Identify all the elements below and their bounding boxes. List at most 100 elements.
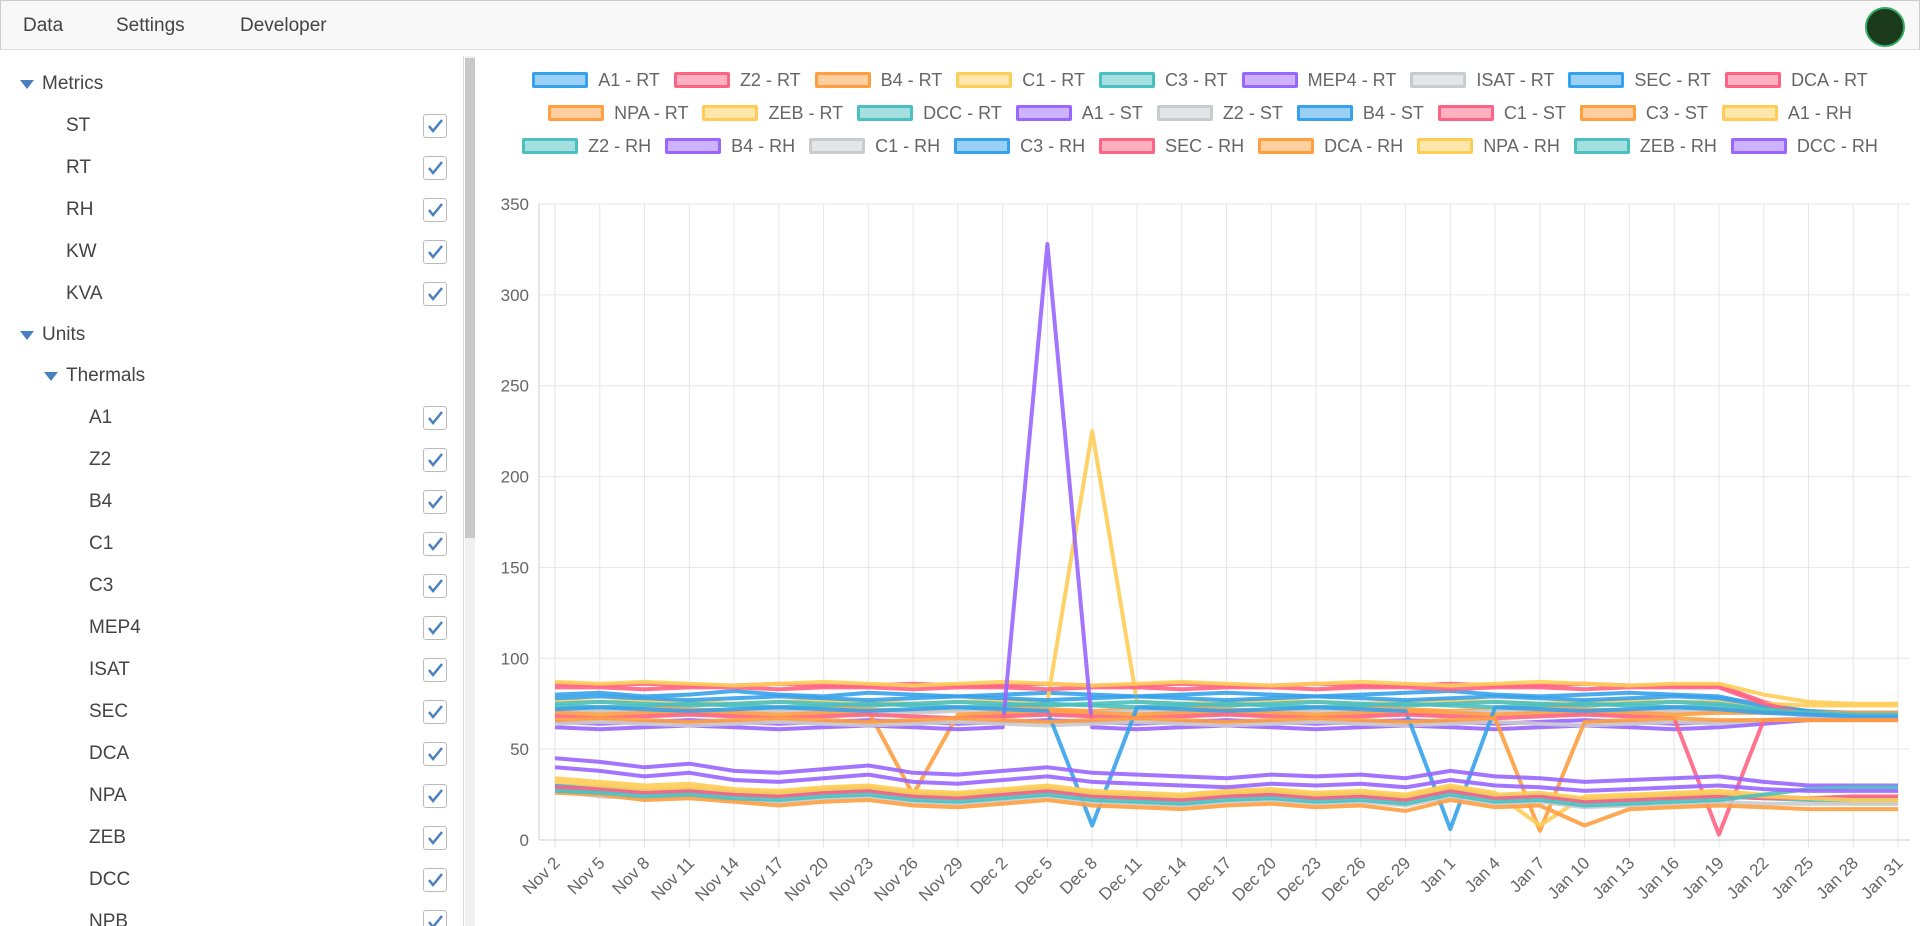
checkmark — [428, 203, 443, 217]
x-tick-label: Jan 16 — [1633, 853, 1683, 903]
checkbox[interactable] — [423, 574, 447, 598]
checkbox[interactable] — [423, 658, 447, 682]
tree-item[interactable]: RT — [66, 157, 91, 178]
legend-item[interactable]: DCC - RH — [1730, 134, 1878, 158]
tree-item[interactable]: B4 — [89, 491, 113, 512]
legend-swatch — [1156, 105, 1213, 121]
legend-label: C1 - RH — [875, 135, 941, 156]
legend-item[interactable]: C1 - RH — [809, 134, 940, 158]
menu-item[interactable]: Data — [23, 15, 64, 36]
checkbox[interactable] — [423, 448, 447, 472]
checkbox[interactable] — [423, 240, 447, 264]
menu-item[interactable]: Settings — [116, 15, 185, 36]
checkbox[interactable] — [423, 532, 447, 556]
x-tick-label: Jan 4 — [1461, 853, 1504, 896]
legend-item[interactable]: Z2 - RT — [673, 68, 801, 92]
checkbox[interactable] — [423, 114, 447, 138]
tree-item[interactable]: ISAT — [89, 659, 130, 680]
legend-item[interactable]: C3 - RH — [954, 134, 1085, 158]
legend-item[interactable]: B4 - RH — [665, 134, 795, 158]
checkbox[interactable] — [423, 156, 447, 180]
legend-item[interactable]: MEP4 - RT — [1241, 68, 1396, 92]
legend-item[interactable]: C1 - ST — [1437, 101, 1566, 125]
x-tick-label: Jan 31 — [1857, 853, 1907, 903]
checkmark — [428, 747, 443, 761]
checkbox[interactable] — [423, 198, 447, 222]
legend-item[interactable]: A1 - RH — [1721, 101, 1852, 125]
tree-item[interactable]: DCC — [89, 869, 131, 890]
series-line — [554, 705, 1898, 832]
series-line — [554, 694, 1898, 715]
tree-item[interactable]: NPA — [89, 785, 127, 806]
legend-item[interactable]: SEC - RT — [1568, 68, 1711, 92]
checkmark — [428, 915, 443, 926]
legend-label: DCC - RT — [923, 102, 1002, 123]
legend-swatch — [1296, 105, 1353, 121]
expand-toggle[interactable] — [20, 331, 34, 340]
legend-swatch — [954, 138, 1011, 154]
x-tick-label: Nov 17 — [736, 853, 788, 905]
legend-item[interactable]: ZEB - RT — [702, 101, 843, 125]
legend-item[interactable]: SEC - RH — [1099, 134, 1244, 158]
checkbox[interactable] — [423, 406, 447, 430]
legend-item[interactable]: A1 - ST — [1015, 101, 1143, 125]
checkbox[interactable] — [423, 742, 447, 766]
legend-item[interactable]: DCA - RH — [1258, 134, 1403, 158]
tree-item[interactable]: RH — [66, 199, 94, 220]
legend-item[interactable]: Z2 - RH — [522, 134, 651, 158]
legend-item[interactable]: NPA - RT — [548, 101, 688, 125]
legend-item[interactable]: B4 - RT — [814, 68, 942, 92]
series-line — [554, 785, 1898, 804]
tree-item[interactable]: A1 — [89, 407, 113, 428]
legend-swatch — [1410, 72, 1467, 88]
legend-item[interactable]: C3 - ST — [1579, 101, 1708, 125]
tree-item[interactable]: KVA — [66, 283, 103, 304]
tree-item[interactable]: MEP4 — [89, 617, 141, 638]
legend-item[interactable]: ISAT - RT — [1410, 68, 1554, 92]
checkbox[interactable] — [423, 490, 447, 514]
checkbox[interactable] — [423, 616, 447, 640]
legend-item[interactable]: ZEB - RH — [1573, 134, 1717, 158]
tree-item[interactable]: SEC — [89, 701, 129, 722]
checkbox[interactable] — [423, 784, 447, 808]
checkmark — [428, 663, 443, 677]
legend-item[interactable]: DCC - RT — [857, 101, 1002, 125]
legend-label: SEC - RH — [1165, 135, 1245, 156]
menu-item[interactable]: Developer — [240, 15, 327, 36]
checkbox[interactable] — [423, 282, 447, 306]
legend-item[interactable]: A1 - RT — [532, 68, 660, 92]
checkmark — [428, 245, 443, 259]
legend-swatch — [1099, 138, 1156, 154]
x-tick-label: Nov 23 — [826, 853, 878, 905]
scroll-thumb[interactable] — [465, 58, 475, 538]
legend-item[interactable]: B4 - ST — [1296, 101, 1424, 125]
tree-item[interactable]: C3 — [89, 575, 114, 596]
checkbox[interactable] — [423, 700, 447, 724]
legend-item[interactable]: Z2 - ST — [1156, 101, 1283, 125]
expand-toggle[interactable] — [44, 372, 58, 381]
legend-label: C3 - ST — [1645, 102, 1708, 123]
legend-item[interactable]: DCA - RT — [1725, 68, 1868, 92]
checkbox[interactable] — [423, 826, 447, 850]
legend-item[interactable]: NPA - RH — [1417, 134, 1560, 158]
tree-item[interactable]: NPB — [89, 911, 129, 926]
checkbox[interactable] — [423, 868, 447, 892]
tree-item[interactable]: ST — [66, 115, 91, 136]
expand-toggle[interactable] — [20, 80, 34, 89]
tree-item[interactable]: KW — [66, 241, 97, 262]
tree-item[interactable]: ZEB — [89, 827, 126, 848]
legend-swatch — [702, 105, 759, 121]
tree-item[interactable]: DCA — [89, 743, 130, 764]
x-tick-label: Dec 17 — [1184, 853, 1236, 905]
y-tick-label: 0 — [520, 831, 529, 850]
tree-item[interactable]: C1 — [89, 533, 114, 554]
legend-item[interactable]: C1 - RT — [956, 68, 1085, 92]
tree-item[interactable]: Z2 — [89, 449, 112, 470]
legend-label: A1 - RH — [1787, 102, 1852, 123]
menu-bar: Data Settings Developer — [0, 0, 1920, 50]
legend-item[interactable]: C3 - RT — [1098, 68, 1228, 92]
checkmark — [428, 495, 443, 509]
legend-swatch — [1579, 105, 1636, 121]
checkbox[interactable] — [423, 910, 447, 926]
